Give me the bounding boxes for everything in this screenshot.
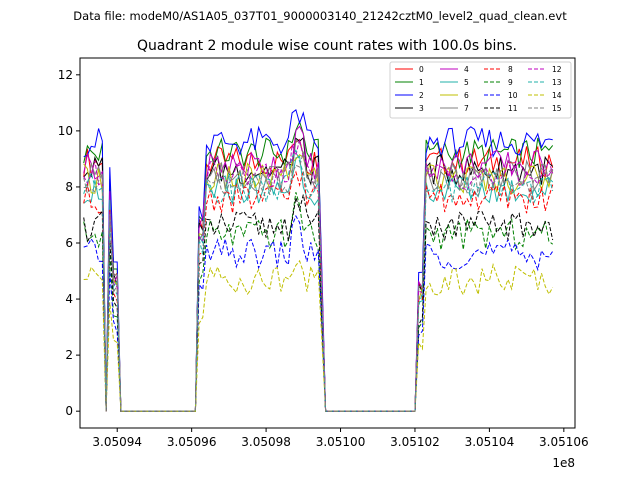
- y-ticks: 0 2 4 6 8 10 12: [58, 68, 80, 418]
- x-tick-label: 3.05098: [241, 435, 291, 449]
- chart-title: Quadrant 2 module wise count rates with …: [137, 38, 517, 54]
- legend-label-0: 0: [419, 65, 424, 74]
- x-tick-label: 3.05096: [167, 435, 217, 449]
- legend-label-13: 13: [552, 78, 562, 87]
- legend-label-8: 8: [508, 65, 513, 74]
- y-tick-label: 8: [65, 180, 73, 194]
- legend-frame: [389, 61, 572, 119]
- chart-suptitle: Data file: modeM0/AS1A05_037T01_90000031…: [73, 9, 567, 23]
- x-offset-label: 1e8: [552, 456, 575, 470]
- y-tick-label: 2: [65, 348, 73, 362]
- legend-label-12: 12: [552, 65, 562, 74]
- legend-label-15: 15: [552, 104, 562, 113]
- y-tick-label: 4: [65, 292, 73, 306]
- series-line-14: [83, 259, 554, 412]
- y-tick-label: 6: [65, 236, 73, 250]
- legend-label-4: 4: [464, 65, 469, 74]
- x-tick-label: 3.05104: [465, 435, 515, 449]
- series-line-15: [83, 151, 554, 412]
- x-ticks: 3.05094 3.05096 3.05098 3.05100 3.05102 3.051…: [92, 428, 589, 449]
- y-tick-label: 12: [58, 68, 73, 82]
- legend-label-3: 3: [419, 104, 424, 113]
- x-tick-label: 3.05102: [390, 435, 440, 449]
- x-tick-label: 3.05100: [316, 435, 366, 449]
- plot-area: 3.05094 3.05096 3.05098 3.05100 3.05102 3.051…: [58, 57, 589, 470]
- y-tick-label: 0: [65, 404, 73, 418]
- legend-label-6: 6: [464, 91, 469, 100]
- legend-label-2: 2: [419, 91, 424, 100]
- legend-label-9: 9: [508, 78, 513, 87]
- legend-label-11: 11: [508, 104, 518, 113]
- series-layer: [83, 108, 554, 412]
- legend-label-5: 5: [464, 78, 469, 87]
- x-tick-label: 3.05106: [539, 435, 589, 449]
- legend-label-7: 7: [464, 104, 469, 113]
- series-line-12: [83, 139, 554, 412]
- legend-label-14: 14: [552, 91, 562, 100]
- x-tick-label: 3.05094: [92, 435, 142, 449]
- legend-label-10: 10: [508, 91, 518, 100]
- y-tick-label: 10: [58, 124, 73, 138]
- legend-label-1: 1: [419, 78, 424, 87]
